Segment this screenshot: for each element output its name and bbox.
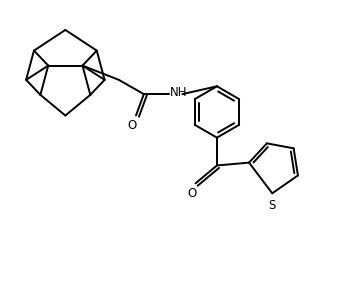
Text: S: S bbox=[269, 199, 276, 212]
Text: NH: NH bbox=[169, 86, 187, 99]
Text: O: O bbox=[187, 187, 197, 200]
Text: O: O bbox=[128, 119, 137, 132]
